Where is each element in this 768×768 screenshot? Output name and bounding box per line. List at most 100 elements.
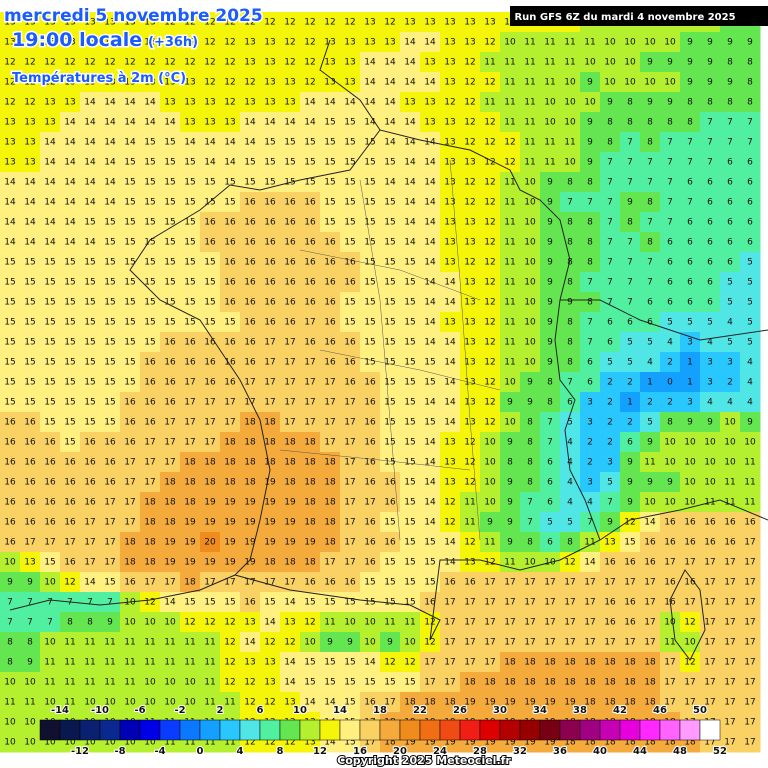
temperature-cell	[560, 32, 581, 53]
temperature-cell	[220, 192, 241, 213]
temperature-cell	[560, 152, 581, 173]
temperature-cell	[360, 452, 381, 473]
temperature-value: 12	[484, 218, 495, 228]
temperature-cell	[220, 112, 241, 133]
temperature-cell	[540, 112, 561, 133]
temperature-cell	[140, 452, 161, 473]
temperature-value: 6	[707, 178, 713, 188]
temperature-cell	[720, 92, 741, 113]
temperature-value: 16	[244, 198, 256, 208]
temperature-cell	[260, 472, 281, 493]
temperature-value: 14	[444, 358, 456, 368]
temperature-cell	[140, 192, 161, 213]
temperature-cell	[380, 692, 401, 713]
temperature-value: 16	[324, 338, 336, 348]
temperature-cell	[260, 412, 281, 433]
temperature-cell	[60, 692, 81, 713]
temperature-value: 7	[607, 158, 613, 168]
temperature-cell	[260, 652, 281, 673]
temperature-cell	[520, 152, 541, 173]
temperature-cell	[100, 32, 121, 53]
temperature-value: 13	[4, 138, 15, 148]
temperature-cell	[540, 192, 561, 213]
temperature-cell	[280, 592, 301, 613]
temperature-value: 8	[567, 238, 573, 248]
temperature-cell	[280, 332, 301, 353]
temperature-value: 12	[264, 18, 275, 28]
temperature-cell	[720, 32, 741, 53]
temperature-value: 6	[687, 238, 693, 248]
temperature-value: 18	[564, 738, 576, 748]
temperature-cell	[460, 152, 481, 173]
temperature-value: 7	[607, 298, 613, 308]
temperature-value: 4	[727, 318, 733, 328]
temperature-value: 12	[264, 698, 275, 708]
temperature-value: 16	[664, 538, 676, 548]
temperature-value: 7	[607, 258, 613, 268]
temperature-cell	[140, 132, 161, 153]
temperature-value: 19	[264, 498, 276, 508]
temperature-cell	[160, 472, 181, 493]
temperature-value: 17	[384, 698, 395, 708]
temperature-cell	[680, 312, 701, 333]
temperature-value: 14	[4, 198, 16, 208]
temperature-cell	[700, 212, 721, 233]
temperature-cell	[180, 232, 201, 253]
temperature-cell	[480, 292, 501, 313]
temperature-value: 19	[244, 518, 256, 528]
temperature-value: 12	[224, 58, 235, 68]
temperature-cell	[720, 692, 741, 713]
temperature-value: 12	[244, 678, 255, 688]
temperature-cell	[320, 232, 341, 253]
temperature-cell	[320, 152, 341, 173]
temperature-value: 15	[164, 178, 175, 188]
temperature-cell	[140, 172, 161, 193]
temperature-cell	[420, 12, 441, 33]
temperature-cell	[380, 652, 401, 673]
temperature-value: 2	[587, 458, 593, 468]
temperature-value: 18	[524, 678, 536, 688]
temperature-value: 15	[324, 678, 335, 688]
temperature-value: 16	[344, 338, 356, 348]
temperature-value: 12	[304, 18, 315, 28]
temperature-value: 9	[727, 78, 733, 88]
temperature-value: 12	[464, 538, 475, 548]
legend-label: 38	[573, 705, 587, 716]
temperature-cell	[740, 712, 761, 733]
temperature-cell	[560, 92, 581, 113]
temperature-cell	[380, 32, 401, 53]
temperature-value: 18	[284, 458, 296, 468]
temperature-value: 11	[504, 98, 515, 108]
temperature-value: 7	[687, 138, 693, 148]
temperature-value: 16	[304, 198, 316, 208]
temperature-cell	[600, 672, 621, 693]
temperature-cell	[40, 492, 61, 513]
temperature-value: 10	[4, 738, 16, 748]
temperature-cell	[580, 432, 601, 453]
temperature-cell	[400, 52, 421, 73]
temperature-cell	[220, 152, 241, 173]
temperature-cell	[580, 92, 601, 113]
temperature-value: 8	[607, 118, 613, 128]
temperature-value: 11	[64, 658, 75, 668]
temperature-value: 13	[404, 98, 415, 108]
temperature-cell	[200, 172, 221, 193]
temperature-cell	[320, 352, 341, 373]
temperature-value: 19	[284, 538, 296, 548]
temperature-value: 14	[44, 238, 56, 248]
temperature-value: 15	[164, 218, 175, 228]
temperature-cell	[500, 212, 521, 233]
temperature-value: 17	[144, 578, 155, 588]
temperature-value: 13	[464, 18, 475, 28]
temperature-value: 16	[304, 578, 316, 588]
temperature-value: 8	[647, 198, 653, 208]
temperature-cell	[60, 312, 81, 333]
temperature-value: 15	[184, 158, 195, 168]
temperature-value: 15	[104, 578, 115, 588]
temperature-value: 16	[384, 538, 396, 548]
temperature-cell	[380, 552, 401, 573]
temperature-value: 12	[64, 58, 75, 68]
temperature-cell	[260, 552, 281, 573]
temperature-cell	[420, 212, 441, 233]
temperature-cell	[260, 572, 281, 593]
